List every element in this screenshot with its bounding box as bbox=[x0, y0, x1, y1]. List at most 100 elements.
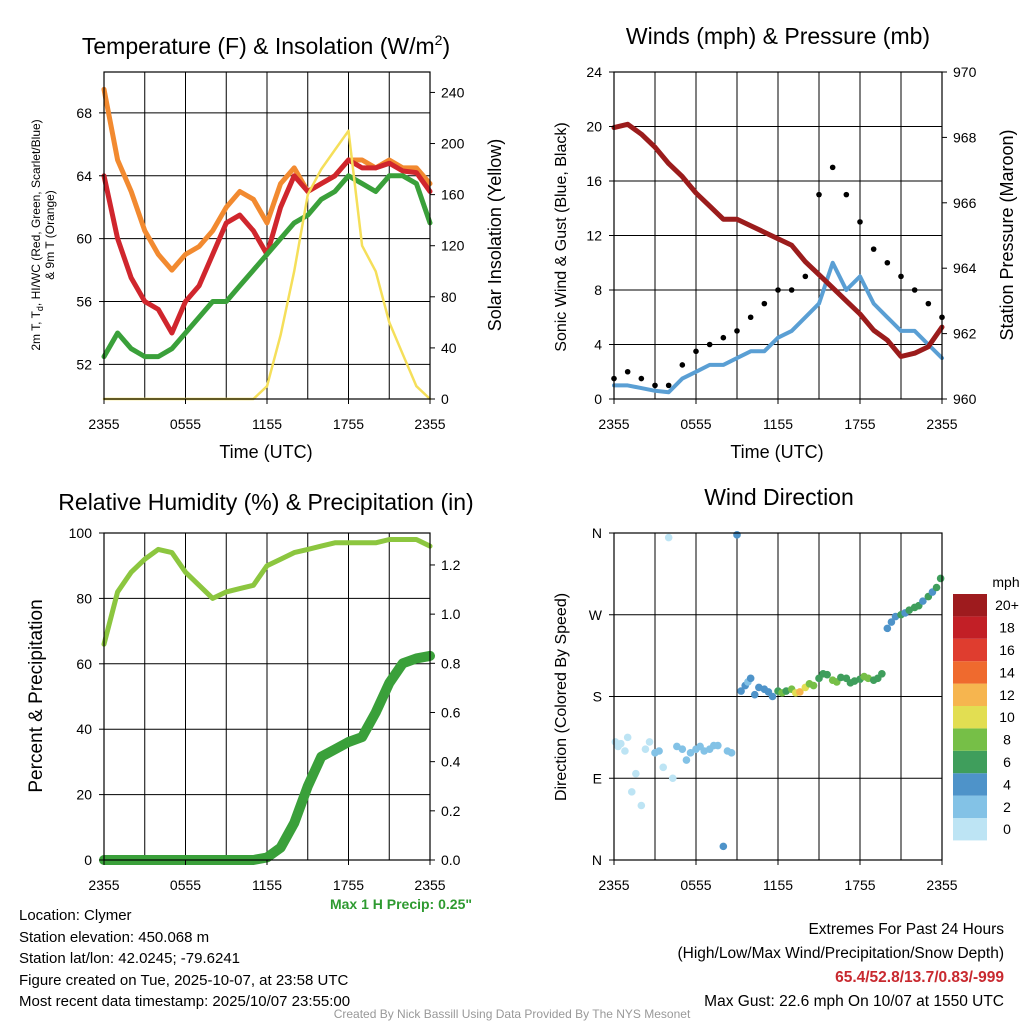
wind-direction-point bbox=[623, 733, 632, 742]
gust-point bbox=[816, 191, 822, 198]
svg-text:& 9m T (Orange): & 9m T (Orange) bbox=[43, 190, 57, 280]
wind-direction-point bbox=[932, 583, 941, 592]
winds-panel: Winds (mph) & Pressure (mb) 2355 0555 1155… bbox=[553, 23, 1017, 462]
temperature-ylabel: 2m T, Td, HI/WC (Red, Green, Scarlet/Blu… bbox=[29, 119, 57, 350]
colorbar-swatch bbox=[953, 818, 987, 841]
x-tick-label: 2355 bbox=[414, 416, 445, 432]
x-tick-label: 1755 bbox=[333, 416, 364, 432]
insolation-y-tick-label: 40 bbox=[441, 340, 457, 356]
gust-point bbox=[884, 259, 891, 266]
x-tick-label: 2355 bbox=[926, 877, 957, 893]
precip-y-tick-label: 0.2 bbox=[441, 803, 461, 819]
colorbar-label: 12 bbox=[999, 687, 1015, 703]
direction-tick-label: N bbox=[592, 852, 602, 868]
direction-tick-label: W bbox=[589, 607, 603, 623]
x-tick-label: 0555 bbox=[170, 416, 201, 432]
direction-tick-label: N bbox=[592, 525, 602, 541]
humidity-y-tick-label: 20 bbox=[76, 787, 92, 803]
gust-point bbox=[679, 362, 686, 368]
gust-point bbox=[829, 164, 836, 171]
humidity-title: Relative Humidity (%) & Precipitation (i… bbox=[58, 489, 473, 515]
wind-direction-point bbox=[632, 769, 640, 778]
gust-point bbox=[652, 382, 658, 389]
wind-direction-point bbox=[719, 842, 728, 851]
temperature-xlabel: Time (UTC) bbox=[219, 442, 312, 462]
insolation-y-tick-label: 120 bbox=[441, 238, 465, 254]
x-tick-label: 0555 bbox=[680, 877, 711, 893]
speed-colorbar: 0 2 4 6 8 10 12 14 16 18 20+ bbox=[953, 594, 1019, 841]
colorbar-swatch bbox=[953, 773, 987, 796]
sonic-wind-line bbox=[612, 260, 944, 395]
wind-y-tick-label: 20 bbox=[586, 119, 602, 135]
colorbar-label: 0 bbox=[1003, 821, 1011, 837]
colorbar-label: 6 bbox=[1003, 754, 1011, 770]
wind-y-tick-label: 0 bbox=[594, 391, 602, 407]
wind-direction-point bbox=[737, 687, 745, 695]
gust-point bbox=[802, 273, 809, 280]
gust-point bbox=[747, 314, 754, 321]
wind-direction-point bbox=[936, 574, 945, 583]
pressure-ylabel: Station Pressure (Maroon) bbox=[997, 129, 1017, 340]
winds-gridlines bbox=[614, 72, 942, 399]
x-tick-label: 2355 bbox=[88, 416, 119, 432]
wind-direction-point bbox=[919, 597, 927, 605]
gust-point bbox=[843, 191, 850, 198]
winds-xlabel: Time (UTC) bbox=[730, 442, 823, 462]
station-latlon: Station lat/lon: 42.0245; -79.6241 bbox=[19, 950, 241, 967]
pressure-y-tick-label: 970 bbox=[953, 64, 977, 80]
precip-y-tick-label: 0.6 bbox=[441, 704, 461, 720]
temperature-y-tick-label: 52 bbox=[76, 356, 92, 372]
wind-direction-point bbox=[637, 801, 646, 810]
wind-direction-point bbox=[655, 747, 663, 755]
x-tick-label: 0555 bbox=[170, 877, 201, 893]
wind-y-tick-label: 16 bbox=[586, 173, 602, 189]
gust-point bbox=[638, 375, 645, 382]
x-tick-label: 2355 bbox=[598, 416, 629, 432]
gust-point bbox=[734, 328, 740, 334]
humidity-y-tick-label: 100 bbox=[69, 525, 93, 541]
pressure-y-tick-label: 960 bbox=[953, 391, 977, 407]
wind-direction-point bbox=[668, 774, 677, 783]
wind-direction-point bbox=[746, 674, 755, 683]
wind-direction-point bbox=[727, 749, 736, 757]
max-gust: Max Gust: 22.6 mph On 10/07 at 1550 UTC bbox=[704, 993, 1004, 1010]
wind-direction-point bbox=[682, 756, 691, 764]
x-tick-label: 1755 bbox=[844, 877, 875, 893]
wind-direction-point bbox=[659, 763, 667, 772]
humidity-line bbox=[101, 537, 433, 647]
station-info: Location: Clymer Station elevation: 450.… bbox=[19, 905, 350, 1013]
colorbar-label: 8 bbox=[1003, 732, 1011, 748]
winds-ylabel: Sonic Wind & Gust (Blue, Black) bbox=[553, 122, 570, 351]
gust-point bbox=[898, 273, 904, 280]
extremes-heading: Extremes For Past 24 Hours bbox=[808, 921, 1004, 938]
colorbar-label: 10 bbox=[999, 709, 1015, 725]
wind-direction-point bbox=[645, 738, 654, 746]
precip-y-tick-label: 0.0 bbox=[441, 852, 461, 868]
station-elevation: Station elevation: 450.068 m bbox=[19, 928, 210, 946]
wind-direction-tick-labels: 2355 0555 1155 1755 2355 N E S W N bbox=[589, 525, 958, 893]
x-tick-label: 1155 bbox=[763, 877, 793, 893]
wind-direction-point bbox=[714, 741, 722, 750]
pressure-y-tick-label: 966 bbox=[953, 195, 977, 211]
wind-direction-point bbox=[617, 739, 625, 748]
wind-direction-point bbox=[878, 669, 886, 678]
colorbar-label: 14 bbox=[999, 664, 1015, 680]
wind-direction-point bbox=[686, 749, 695, 757]
wind-direction-point bbox=[733, 531, 741, 539]
temperature-y-tick-label: 56 bbox=[76, 294, 92, 310]
direction-tick-label: S bbox=[593, 689, 602, 705]
insolation-y-tick-label: 240 bbox=[441, 84, 465, 100]
pressure-y-tick-label: 962 bbox=[953, 326, 977, 342]
insolation-y-tick-label: 160 bbox=[441, 187, 465, 203]
gust-point bbox=[761, 300, 768, 307]
humidity-tick-labels: 2355 0555 1155 1755 2355 0 20 40 60 80 100 0.0 0.2 0.… bbox=[69, 525, 461, 893]
precip-y-tick-label: 0.8 bbox=[441, 655, 461, 671]
wind-direction-point bbox=[809, 681, 818, 690]
precip-y-tick-label: 0.4 bbox=[441, 754, 461, 770]
colorbar-swatch bbox=[953, 616, 987, 639]
gust-point bbox=[775, 287, 781, 293]
humidity-y-tick-label: 0 bbox=[84, 852, 92, 868]
colorbar-unit-label: mph bbox=[992, 574, 1019, 590]
humidity-panel: Relative Humidity (%) & Precipitation (i… bbox=[26, 489, 474, 893]
recent-timestamp: Most recent data timestamp: 2025/10/07 2… bbox=[19, 993, 351, 1010]
